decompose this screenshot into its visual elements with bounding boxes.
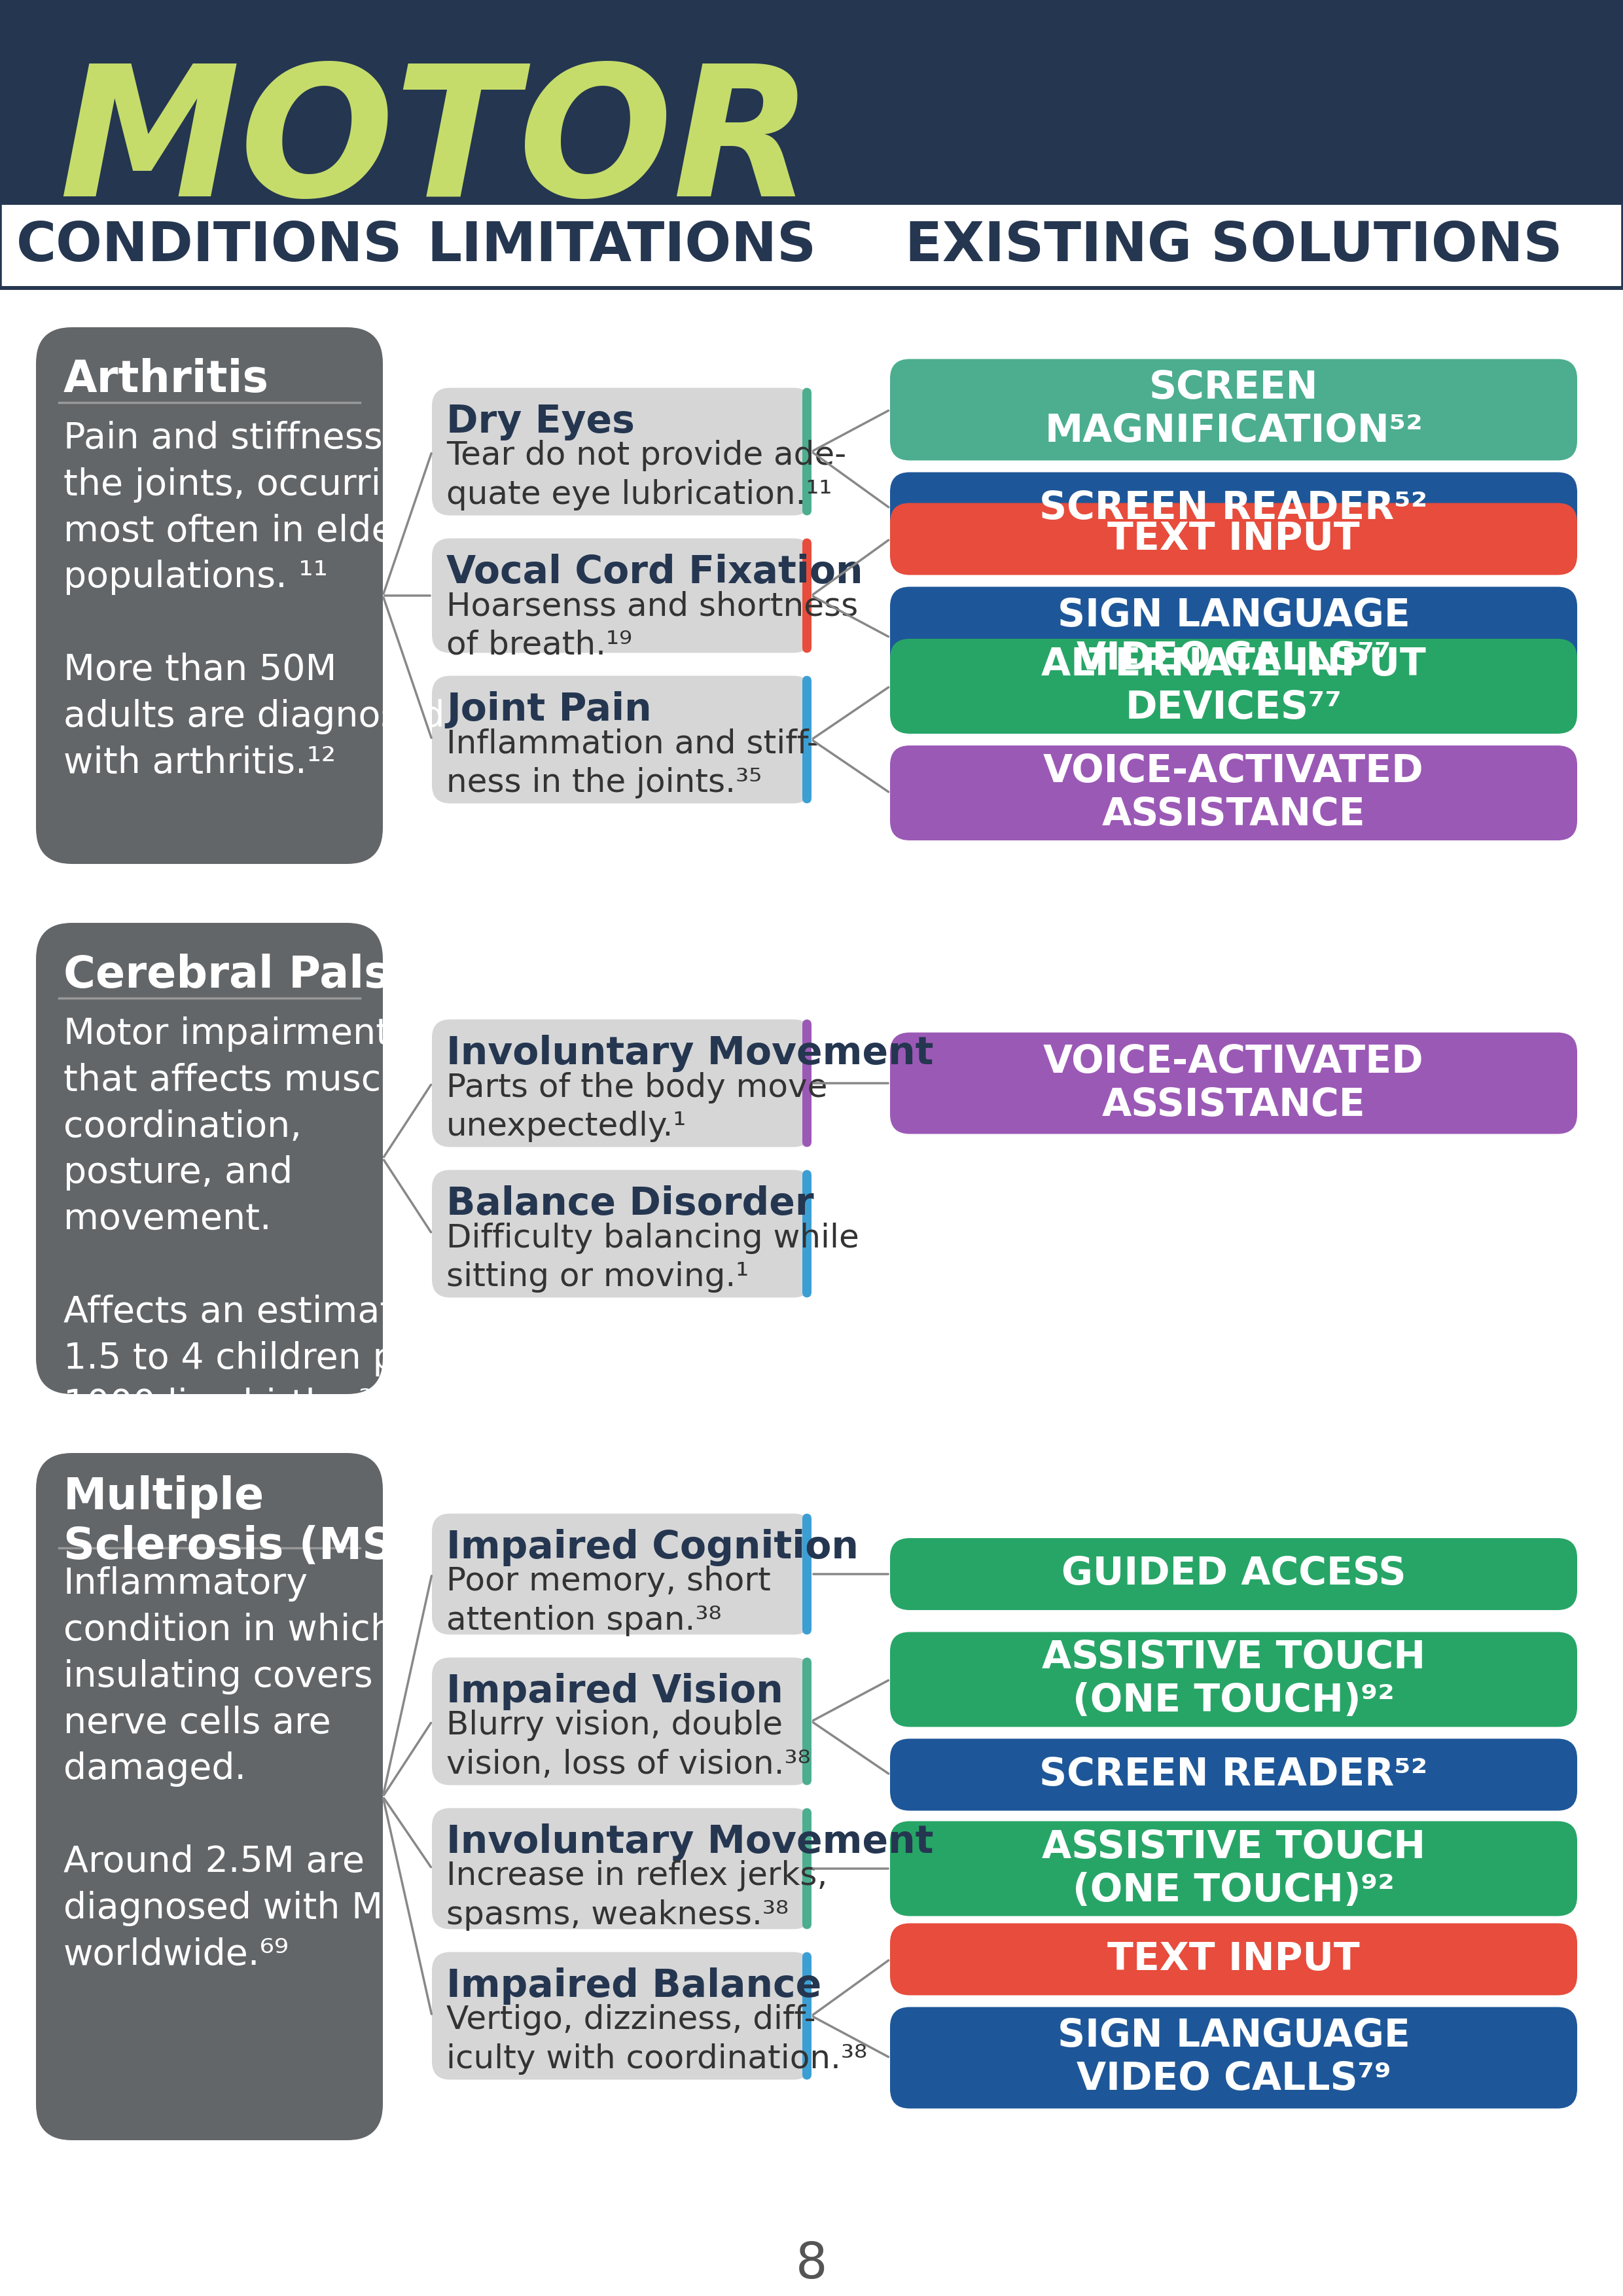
Text: Pain and stiffness in
the joints, occurring
most often in elderly
populations. ¹: Pain and stiffness in the joints, occurr… xyxy=(63,420,445,781)
Text: Inflammation and stiff-
ness in the joints.³⁵: Inflammation and stiff- ness in the join… xyxy=(446,728,818,799)
FancyBboxPatch shape xyxy=(889,358,1578,461)
Text: ASSISTIVE TOUCH
(ONE TOUCH)⁹²: ASSISTIVE TOUCH (ONE TOUCH)⁹² xyxy=(1042,1639,1425,1720)
FancyBboxPatch shape xyxy=(889,588,1578,689)
FancyBboxPatch shape xyxy=(889,746,1578,840)
Text: Vocal Cord Fixation: Vocal Cord Fixation xyxy=(446,553,863,590)
FancyBboxPatch shape xyxy=(432,1019,812,1148)
FancyBboxPatch shape xyxy=(432,1807,812,1929)
FancyBboxPatch shape xyxy=(889,473,1578,544)
Text: EXISTING SOLUTIONS: EXISTING SOLUTIONS xyxy=(906,218,1563,271)
Text: Inflammatory
condition in which
insulating covers of
nerve cells are
damaged.

A: Inflammatory condition in which insulati… xyxy=(63,1566,419,1972)
FancyBboxPatch shape xyxy=(802,1171,812,1297)
Text: ASSISTIVE TOUCH
(ONE TOUCH)⁹²: ASSISTIVE TOUCH (ONE TOUCH)⁹² xyxy=(1042,1828,1425,1908)
Text: Vertigo, dizziness, diff-
iculty with coordination.³⁸: Vertigo, dizziness, diff- iculty with co… xyxy=(446,2004,867,2076)
FancyBboxPatch shape xyxy=(889,1924,1578,1995)
FancyBboxPatch shape xyxy=(432,1658,812,1786)
Text: 8: 8 xyxy=(795,2241,828,2289)
FancyBboxPatch shape xyxy=(802,1019,812,1148)
Text: SCREEN READER⁵²: SCREEN READER⁵² xyxy=(1039,1756,1428,1793)
Text: Poor memory, short
attention span.³⁸: Poor memory, short attention span.³⁸ xyxy=(446,1566,771,1637)
Text: Joint Pain: Joint Pain xyxy=(446,691,651,728)
FancyBboxPatch shape xyxy=(889,638,1578,735)
FancyBboxPatch shape xyxy=(432,537,812,652)
Text: Impaired Cognition: Impaired Cognition xyxy=(446,1529,859,1566)
FancyBboxPatch shape xyxy=(889,1033,1578,1134)
Text: SIGN LANGUAGE
VIDEO CALLS⁷⁷: SIGN LANGUAGE VIDEO CALLS⁷⁷ xyxy=(1057,597,1410,677)
FancyBboxPatch shape xyxy=(432,1952,812,2080)
FancyBboxPatch shape xyxy=(889,1632,1578,1727)
FancyBboxPatch shape xyxy=(432,1513,812,1635)
Text: ALTERNATE INPUT
DEVICES⁷⁷: ALTERNATE INPUT DEVICES⁷⁷ xyxy=(1042,645,1427,726)
FancyBboxPatch shape xyxy=(802,537,812,652)
Text: Dry Eyes: Dry Eyes xyxy=(446,404,635,441)
FancyBboxPatch shape xyxy=(889,503,1578,574)
FancyBboxPatch shape xyxy=(889,1821,1578,1917)
FancyBboxPatch shape xyxy=(802,1658,812,1786)
Text: LIMITATIONS: LIMITATIONS xyxy=(427,218,816,271)
FancyBboxPatch shape xyxy=(802,1952,812,2080)
Text: Impaired Vision: Impaired Vision xyxy=(446,1674,784,1711)
Text: Arthritis: Arthritis xyxy=(63,358,269,402)
FancyBboxPatch shape xyxy=(36,1453,383,2140)
Text: Tear do not provide ade-
quate eye lubrication.¹¹: Tear do not provide ade- quate eye lubri… xyxy=(446,441,846,510)
Text: Involuntary Movement: Involuntary Movement xyxy=(446,1035,933,1072)
Text: TEXT INPUT: TEXT INPUT xyxy=(1107,1940,1360,1977)
FancyBboxPatch shape xyxy=(36,923,383,1394)
Text: Involuntary Movement: Involuntary Movement xyxy=(446,1823,933,1860)
FancyBboxPatch shape xyxy=(0,0,1623,202)
Text: Blurry vision, double
vision, loss of vision.³⁸: Blurry vision, double vision, loss of vi… xyxy=(446,1711,810,1779)
FancyBboxPatch shape xyxy=(432,1171,812,1297)
Text: Balance Disorder: Balance Disorder xyxy=(446,1185,813,1221)
FancyBboxPatch shape xyxy=(802,388,812,514)
FancyBboxPatch shape xyxy=(889,2007,1578,2108)
Text: SIGN LANGUAGE
VIDEO CALLS⁷⁹: SIGN LANGUAGE VIDEO CALLS⁷⁹ xyxy=(1057,2018,1410,2099)
Text: SCREEN READER⁵²: SCREEN READER⁵² xyxy=(1039,489,1428,526)
Text: TEXT INPUT: TEXT INPUT xyxy=(1107,521,1360,558)
Text: MOTOR: MOTOR xyxy=(58,57,813,234)
FancyBboxPatch shape xyxy=(432,675,812,804)
Text: Increase in reflex jerks,
spasms, weakness.³⁸: Increase in reflex jerks, spasms, weakne… xyxy=(446,1860,828,1931)
Text: SCREEN
MAGNIFICATION⁵²: SCREEN MAGNIFICATION⁵² xyxy=(1045,370,1423,450)
Text: Hoarsenss and shortness
of breath.¹⁹: Hoarsenss and shortness of breath.¹⁹ xyxy=(446,590,859,661)
FancyBboxPatch shape xyxy=(889,1538,1578,1609)
Text: CONDITIONS: CONDITIONS xyxy=(16,218,403,271)
FancyBboxPatch shape xyxy=(802,1513,812,1635)
FancyBboxPatch shape xyxy=(802,675,812,804)
Text: VOICE-ACTIVATED
ASSISTANCE: VOICE-ACTIVATED ASSISTANCE xyxy=(1044,753,1423,833)
Text: Impaired Balance: Impaired Balance xyxy=(446,1968,821,2004)
FancyBboxPatch shape xyxy=(0,202,1623,287)
FancyBboxPatch shape xyxy=(889,1738,1578,1812)
Text: Difficulty balancing while
sitting or moving.¹: Difficulty balancing while sitting or mo… xyxy=(446,1221,859,1293)
Text: Multiple
Sclerosis (MS): Multiple Sclerosis (MS) xyxy=(63,1474,414,1568)
Text: Parts of the body move
unexpectedly.¹: Parts of the body move unexpectedly.¹ xyxy=(446,1072,828,1141)
Text: Motor impairment
that affects muscle
coordination,
posture, and
movement.

Affec: Motor impairment that affects muscle coo… xyxy=(63,1017,440,1424)
FancyBboxPatch shape xyxy=(36,328,383,863)
Text: Cerebral Palsy: Cerebral Palsy xyxy=(63,953,419,996)
FancyBboxPatch shape xyxy=(432,388,812,514)
Text: GUIDED ACCESS: GUIDED ACCESS xyxy=(1061,1554,1406,1593)
Text: VOICE-ACTIVATED
ASSISTANCE: VOICE-ACTIVATED ASSISTANCE xyxy=(1044,1042,1423,1123)
FancyBboxPatch shape xyxy=(802,1807,812,1929)
